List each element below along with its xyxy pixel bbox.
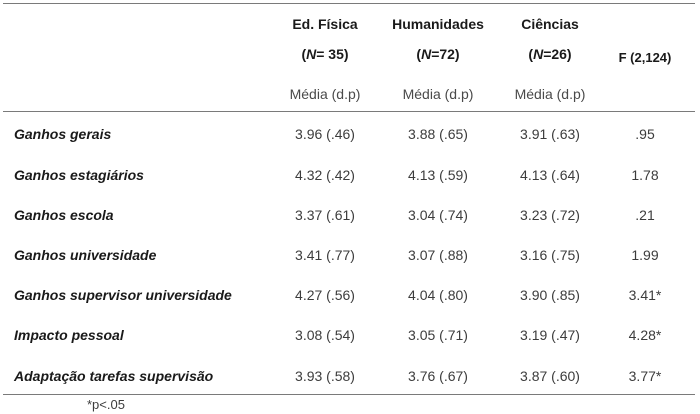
- row-label: Ganhos estagiários: [14, 167, 144, 183]
- footnote: *p<.05: [87, 397, 125, 412]
- f-cell: 1.78: [631, 167, 659, 183]
- row-label: Ganhos escola: [14, 207, 114, 223]
- table-cell: 3.07 (.88): [408, 247, 468, 263]
- col-n-ed-fisica: (N= 35): [301, 46, 349, 62]
- col-stat-ciencias: Média (d.p): [514, 86, 586, 102]
- table-cell: 3.76 (.67): [408, 368, 468, 384]
- table-cell: 3.91 (.63): [520, 126, 580, 142]
- header-rule: [3, 111, 695, 112]
- row-label: Ganhos gerais: [14, 126, 112, 142]
- col-stat-humanidades: Média (d.p): [402, 86, 474, 102]
- col-header-ed-fisica: Ed. Física: [292, 16, 358, 32]
- table-cell: 3.87 (.60): [520, 368, 580, 384]
- col-header-ciencias: Ciências: [521, 16, 579, 32]
- table-cell: 3.90 (.85): [520, 287, 580, 303]
- table-cell: 3.41 (.77): [295, 247, 355, 263]
- col-stat-ed-fisica: Média (d.p): [289, 86, 361, 102]
- table-cell: 3.37 (.61): [295, 207, 355, 223]
- f-cell: 1.99: [631, 247, 659, 263]
- row-label: Adaptação tarefas supervisão: [14, 368, 214, 384]
- table-cell: 3.04 (.74): [408, 207, 468, 223]
- table-cell: 4.04 (.80): [408, 287, 468, 303]
- col-n-humanidades: (N=72): [416, 46, 460, 62]
- table-cell: 4.27 (.56): [295, 287, 355, 303]
- table-cell: 3.05 (.71): [408, 327, 468, 343]
- table-cell: 3.08 (.54): [295, 327, 355, 343]
- table-cell: 3.93 (.58): [295, 368, 355, 384]
- f-cell: 3.77*: [628, 368, 662, 384]
- table-cell: 3.19 (.47): [520, 327, 580, 343]
- f-cell: 3.41*: [628, 287, 662, 303]
- f-cell: .95: [635, 126, 655, 142]
- row-label: Ganhos supervisor universidade: [14, 287, 232, 303]
- bottom-rule: [3, 394, 695, 395]
- table-cell: 3.16 (.75): [520, 247, 580, 263]
- table-cell: 3.88 (.65): [408, 126, 468, 142]
- table-cell: 3.96 (.46): [295, 126, 355, 142]
- table-cell: 4.32 (.42): [295, 167, 355, 183]
- col-header-humanidades: Humanidades: [392, 16, 484, 32]
- top-rule: [3, 3, 695, 4]
- row-label: Ganhos universidade: [14, 247, 157, 263]
- table-cell: 4.13 (.64): [520, 167, 580, 183]
- row-label: Impacto pessoal: [14, 327, 124, 343]
- table-cell: 3.23 (.72): [520, 207, 580, 223]
- col-n-ciencias: (N=26): [528, 46, 572, 62]
- f-cell: 4.28*: [628, 327, 662, 343]
- table-cell: 4.13 (.59): [408, 167, 468, 183]
- f-cell: .21: [635, 207, 655, 223]
- col-header-f: F (2,124): [618, 50, 672, 65]
